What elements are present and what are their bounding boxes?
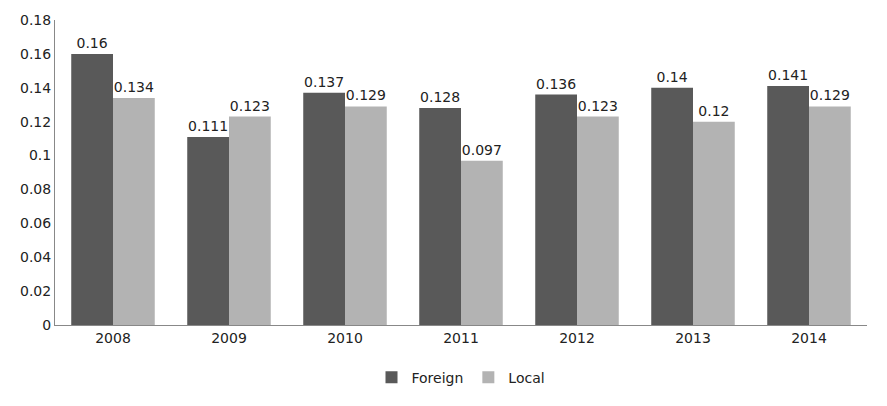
svg-text:0.129: 0.129 (810, 87, 850, 103)
svg-text:0.097: 0.097 (462, 142, 502, 158)
svg-text:2012: 2012 (559, 330, 595, 346)
svg-text:0.14: 0.14 (656, 69, 687, 85)
svg-text:0.123: 0.123 (230, 98, 270, 114)
svg-text:0.137: 0.137 (304, 74, 344, 90)
svg-text:0.02: 0.02 (20, 283, 51, 299)
svg-text:2010: 2010 (327, 330, 363, 346)
svg-text:2013: 2013 (675, 330, 711, 346)
svg-text:2011: 2011 (443, 330, 479, 346)
svg-text:0: 0 (42, 317, 51, 333)
svg-text:0.111: 0.111 (188, 118, 228, 134)
svg-text:2008: 2008 (95, 330, 131, 346)
svg-text:Local: Local (508, 370, 544, 386)
svg-text:0.128: 0.128 (420, 89, 460, 105)
svg-text:0.18: 0.18 (20, 12, 51, 28)
svg-text:0.16: 0.16 (76, 35, 107, 51)
svg-text:0.08: 0.08 (20, 181, 51, 197)
svg-text:Foreign: Foreign (412, 370, 464, 386)
svg-text:0.1: 0.1 (29, 147, 51, 163)
svg-text:0.123: 0.123 (578, 98, 618, 114)
svg-text:0.141: 0.141 (768, 67, 808, 83)
svg-text:0.14: 0.14 (20, 80, 51, 96)
svg-text:0.134: 0.134 (114, 79, 154, 95)
svg-text:2009: 2009 (211, 330, 247, 346)
svg-text:0.12: 0.12 (698, 103, 729, 119)
svg-text:0.06: 0.06 (20, 215, 51, 231)
svg-text:0.16: 0.16 (20, 46, 51, 62)
svg-text:0.12: 0.12 (20, 114, 51, 130)
svg-text:0.04: 0.04 (20, 249, 51, 265)
svg-text:0.129: 0.129 (346, 87, 386, 103)
svg-text:0.136: 0.136 (536, 76, 576, 92)
svg-text:2014: 2014 (791, 330, 827, 346)
